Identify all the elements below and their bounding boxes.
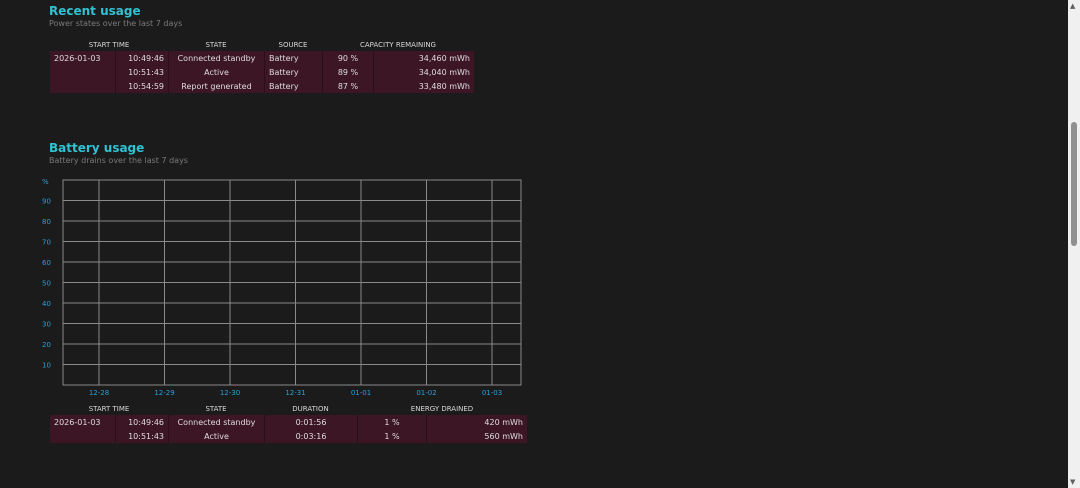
cell-date: 2026-01-03 (50, 415, 115, 429)
cell-state: Active (168, 429, 264, 443)
cell-pct: 1 % (357, 415, 426, 429)
y-tick-label: 20 (42, 341, 51, 349)
cell-state: Active (168, 65, 264, 79)
recent-usage-subtitle: Power states over the last 7 days (49, 19, 183, 28)
cell-date (50, 429, 115, 443)
cell-time: 10:51:43 (114, 65, 168, 79)
cell-date (50, 65, 115, 79)
cell-duration: 0:03:16 (264, 429, 357, 443)
x-tick-label: 01-01 (351, 389, 371, 397)
table-row: 10:54:59 Report generated Battery 87 % 33,48… (50, 79, 474, 93)
battery-usage-subtitle: Battery drains over the last 7 days (49, 156, 188, 165)
x-tick-label: 12-28 (89, 389, 109, 397)
cell-pct: 87 % (322, 79, 373, 93)
battery-drain-chart: % 90 80 70 60 50 40 30 20 10 12-28 12-29 12-30 12-31 0… (42, 178, 522, 397)
battery-usage-table: START TIME STATE DURATION ENERGY DRAINED… (50, 402, 527, 443)
recent-usage-title: Recent usage (49, 4, 141, 18)
y-axis-label: % (42, 178, 49, 186)
table-row: 10:51:43 Active Battery 89 % 34,040 mWh (50, 65, 474, 79)
cell-pct: 90 % (322, 51, 373, 65)
col-energy-drained: ENERGY DRAINED (410, 404, 474, 413)
y-tick-label: 40 (42, 300, 51, 308)
scroll-up-icon[interactable]: ▲ (1070, 2, 1076, 10)
cell-source: Battery (264, 65, 322, 79)
cell-source: Battery (264, 51, 322, 65)
table-row: 10:51:43 Active 0:03:16 1 % 560 mWh (50, 429, 527, 443)
x-tick-label: 01-03 (482, 389, 502, 397)
cell-date (50, 79, 115, 93)
table-row: 2026-01-03 10:49:46 Connected standby Batte… (50, 51, 474, 65)
cell-mwh: 560 mWh (426, 429, 527, 443)
col-state: STATE (205, 40, 227, 49)
y-tick-label: 70 (42, 239, 51, 247)
col-start-time: START TIME (88, 404, 130, 413)
battery-usage-title: Battery usage (49, 141, 145, 155)
scrollbar[interactable]: ▲ ▼ (1068, 0, 1080, 488)
scrollbar-thumb[interactable] (1071, 122, 1077, 246)
cell-mwh: 33,480 mWh (373, 79, 474, 93)
table-row: 2026-01-03 10:49:46 Connected standby 0:01:… (50, 415, 527, 429)
cell-pct: 89 % (322, 65, 373, 79)
cell-time: 10:51:43 (114, 429, 168, 443)
col-capacity: CAPACITY REMAINING (360, 40, 436, 49)
cell-duration: 0:01:56 (264, 415, 357, 429)
col-start-time: START TIME (88, 40, 130, 49)
x-tick-label: 12-31 (285, 389, 305, 397)
cell-pct: 1 % (357, 429, 426, 443)
cell-time: 10:49:46 (114, 415, 168, 429)
cell-time: 10:49:46 (114, 51, 168, 65)
cell-source: Battery (264, 79, 322, 93)
cell-time: 10:54:59 (114, 79, 168, 93)
y-tick-label: 90 (42, 198, 51, 206)
x-tick-label: 12-29 (154, 389, 174, 397)
cell-date: 2026-01-03 (50, 51, 115, 65)
cell-state: Connected standby (168, 415, 264, 429)
cell-state: Connected standby (168, 51, 264, 65)
col-duration: DURATION (292, 404, 329, 413)
recent-usage-table: START TIME STATE SOURCE CAPACITY REMAINI… (50, 38, 474, 93)
y-tick-label: 60 (42, 259, 51, 267)
y-tick-label: 10 (42, 362, 51, 370)
scroll-down-icon[interactable]: ▼ (1070, 478, 1076, 486)
cell-state: Report generated (168, 79, 264, 93)
y-tick-label: 30 (42, 321, 51, 329)
x-tick-label: 12-30 (220, 389, 240, 397)
cell-mwh: 420 mWh (426, 415, 527, 429)
y-tick-label: 80 (42, 218, 51, 226)
y-tick-label: 50 (42, 280, 51, 288)
cell-mwh: 34,460 mWh (373, 51, 474, 65)
col-state: STATE (205, 404, 227, 413)
cell-mwh: 34,040 mWh (373, 65, 474, 79)
col-source: SOURCE (278, 40, 308, 49)
x-tick-label: 01-02 (416, 389, 436, 397)
